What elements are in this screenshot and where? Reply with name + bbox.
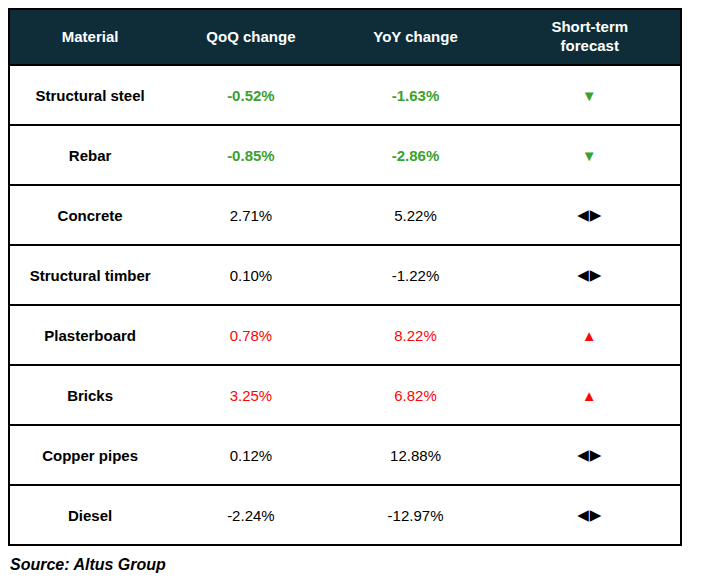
table-row: Structural steel -0.52% -1.63% ▼ [9, 65, 681, 125]
yoy-cell: -1.22% [332, 245, 500, 305]
materials-price-table-wrap: Material QoQ change YoY change Short-ter… [8, 8, 682, 546]
left-right-arrows-icon: ◀▶ [577, 206, 602, 223]
material-cell: Bricks [9, 365, 170, 425]
left-right-arrows-icon: ◀▶ [577, 506, 602, 523]
forecast-cell: ▲ [500, 305, 681, 365]
column-header-material: Material [9, 9, 170, 65]
qoq-cell: 2.71% [170, 185, 331, 245]
material-cell: Copper pipes [9, 425, 170, 485]
page: Material QoQ change YoY change Short-ter… [0, 0, 713, 587]
yoy-cell: -2.86% [332, 125, 500, 185]
table-row: Concrete 2.71% 5.22% ◀▶ [9, 185, 681, 245]
material-cell: Diesel [9, 485, 170, 545]
qoq-cell: -0.85% [170, 125, 331, 185]
left-right-arrows-icon: ◀▶ [577, 446, 602, 463]
column-header-qoq-change: QoQ change [170, 9, 331, 65]
yoy-cell: -12.97% [332, 485, 500, 545]
material-cell: Concrete [9, 185, 170, 245]
down-triangle-icon: ▼ [582, 87, 598, 104]
qoq-cell: 0.78% [170, 305, 331, 365]
forecast-cell: ▲ [500, 365, 681, 425]
table-row: Diesel -2.24% -12.97% ◀▶ [9, 485, 681, 545]
yoy-cell: -1.63% [332, 65, 500, 125]
forecast-cell: ◀▶ [500, 245, 681, 305]
material-cell: Rebar [9, 125, 170, 185]
qoq-cell: 0.12% [170, 425, 331, 485]
left-right-arrows-icon: ◀▶ [577, 266, 602, 283]
table-row: Rebar -0.85% -2.86% ▼ [9, 125, 681, 185]
yoy-cell: 5.22% [332, 185, 500, 245]
column-header-forecast-label: Short-term forecast [542, 18, 637, 56]
forecast-cell: ◀▶ [500, 425, 681, 485]
source-note: Source: Altus Group [10, 556, 166, 574]
forecast-cell: ◀▶ [500, 185, 681, 245]
header-row: Material QoQ change YoY change Short-ter… [9, 9, 681, 65]
material-cell: Structural timber [9, 245, 170, 305]
material-cell: Plasterboard [9, 305, 170, 365]
column-header-yoy-label: YoY change [373, 28, 457, 45]
column-header-material-label: Material [62, 28, 119, 45]
qoq-cell: 0.10% [170, 245, 331, 305]
up-triangle-icon: ▲ [582, 327, 598, 344]
qoq-cell: -0.52% [170, 65, 331, 125]
forecast-cell: ▼ [500, 125, 681, 185]
table-row: Structural timber 0.10% -1.22% ◀▶ [9, 245, 681, 305]
yoy-cell: 6.82% [332, 365, 500, 425]
column-header-qoq-label: QoQ change [206, 28, 295, 45]
yoy-cell: 8.22% [332, 305, 500, 365]
column-header-short-term-forecast: Short-term forecast [500, 9, 681, 65]
table-row: Plasterboard 0.78% 8.22% ▲ [9, 305, 681, 365]
table-row: Bricks 3.25% 6.82% ▲ [9, 365, 681, 425]
column-header-yoy-change: YoY change [332, 9, 500, 65]
yoy-cell: 12.88% [332, 425, 500, 485]
up-triangle-icon: ▲ [582, 387, 598, 404]
forecast-cell: ◀▶ [500, 485, 681, 545]
material-cell: Structural steel [9, 65, 170, 125]
forecast-cell: ▼ [500, 65, 681, 125]
table-row: Copper pipes 0.12% 12.88% ◀▶ [9, 425, 681, 485]
qoq-cell: -2.24% [170, 485, 331, 545]
materials-price-table: Material QoQ change YoY change Short-ter… [8, 8, 682, 546]
down-triangle-icon: ▼ [582, 147, 598, 164]
qoq-cell: 3.25% [170, 365, 331, 425]
